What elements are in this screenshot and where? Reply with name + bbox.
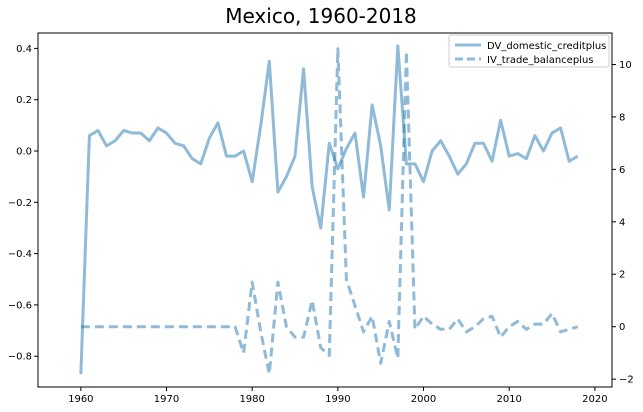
- x-tick-label-2010: 2010: [496, 394, 521, 405]
- y-left-tick-label-5: 0.2: [16, 95, 32, 106]
- plot-frame: [37, 32, 613, 388]
- series-group: [79, 44, 579, 376]
- series-line-iv-trade-balanceplus: [80, 47, 579, 376]
- y-right-tick-label-3: 4: [619, 217, 625, 228]
- legend-label-dv: DV_domestic_creditplus: [487, 41, 606, 52]
- y-left-tick-label-4: 0.0: [16, 147, 32, 158]
- y-right-tick-label-5: 8: [619, 112, 625, 123]
- x-tick-label-1980: 1980: [239, 394, 264, 405]
- x-tick-label-1990: 1990: [325, 394, 350, 405]
- y-right-tick-label-2: 2: [619, 270, 625, 281]
- legend-label-iv: IV_trade_balanceplus: [487, 55, 594, 66]
- y-left-tick-label-6: 0.4: [16, 44, 32, 55]
- y-left-tick-label-0: −0.8: [8, 352, 32, 363]
- x-tick-label-1960: 1960: [68, 394, 93, 405]
- legend: DV_domestic_creditplus IV_trade_balancep…: [448, 34, 610, 68]
- y-left-tick-label-1: −0.6: [8, 300, 32, 311]
- y-right-tick-label-4: 6: [619, 165, 625, 176]
- y-left-tick-label-3: −0.2: [8, 198, 32, 209]
- y-right-tick-label-1: 0: [619, 322, 625, 333]
- x-tick-label-2000: 2000: [411, 394, 436, 405]
- legend-box: [448, 34, 610, 68]
- y-right-tick-label-0: −2: [619, 375, 634, 386]
- x-tick-label-1970: 1970: [154, 394, 179, 405]
- axes: 1960 1970 1980 1990 2000 2010 2020−0.8−0.6−0.4…: [8, 44, 634, 405]
- x-tick-label-2020: 2020: [582, 394, 607, 405]
- y-right-tick-label-6: 10: [619, 60, 632, 71]
- y-left-tick-label-2: −0.4: [8, 249, 32, 260]
- chart-title: Mexico, 1960-2018: [225, 4, 417, 28]
- series-line-dv-domestic-creditplus: [79, 44, 579, 375]
